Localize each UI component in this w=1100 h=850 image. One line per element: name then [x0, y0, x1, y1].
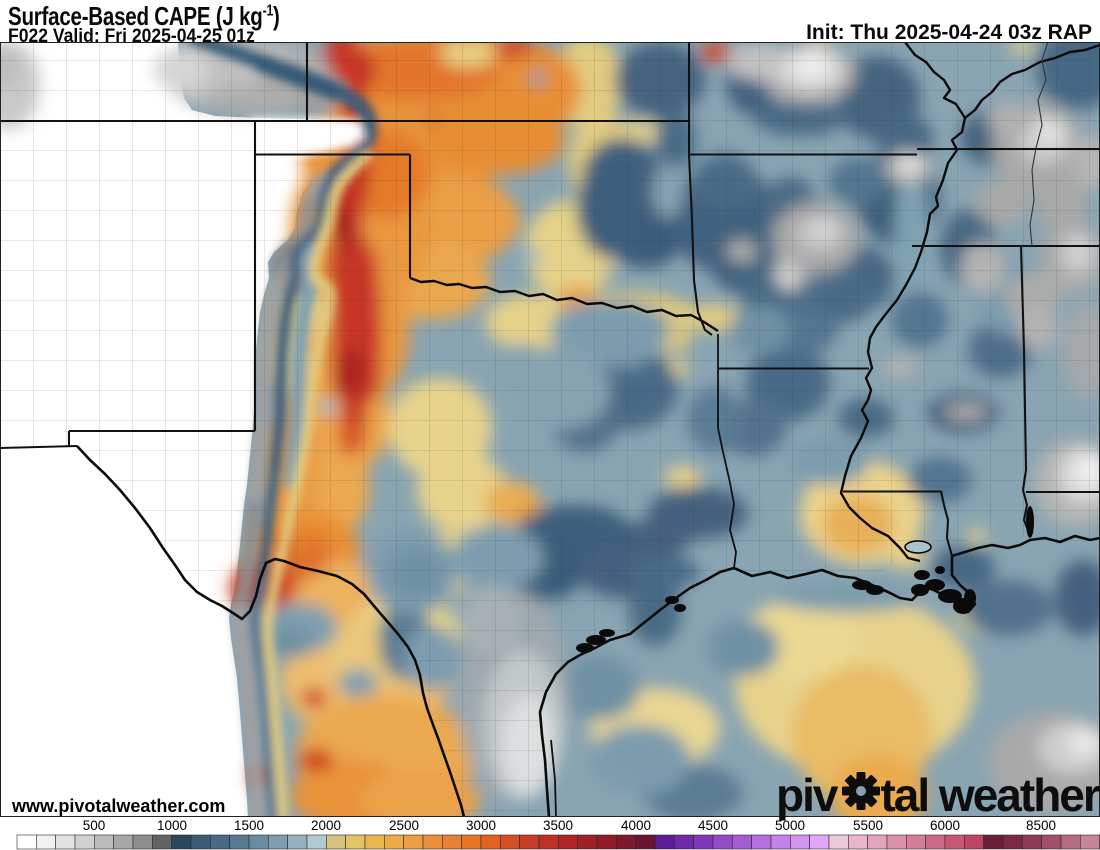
- svg-text:6000: 6000: [930, 818, 960, 833]
- svg-text:5500: 5500: [853, 818, 883, 833]
- svg-text:4000: 4000: [621, 818, 651, 833]
- svg-text:1500: 1500: [234, 818, 264, 833]
- svg-text:2500: 2500: [389, 818, 419, 833]
- svg-text:4500: 4500: [698, 818, 728, 833]
- svg-text:3500: 3500: [543, 818, 573, 833]
- svg-text:5000: 5000: [775, 818, 805, 833]
- svg-text:8500: 8500: [1026, 818, 1056, 833]
- svg-text:1000: 1000: [157, 818, 187, 833]
- svg-text:500: 500: [83, 818, 106, 833]
- svg-text:3000: 3000: [466, 818, 496, 833]
- svg-text:2000: 2000: [311, 818, 341, 833]
